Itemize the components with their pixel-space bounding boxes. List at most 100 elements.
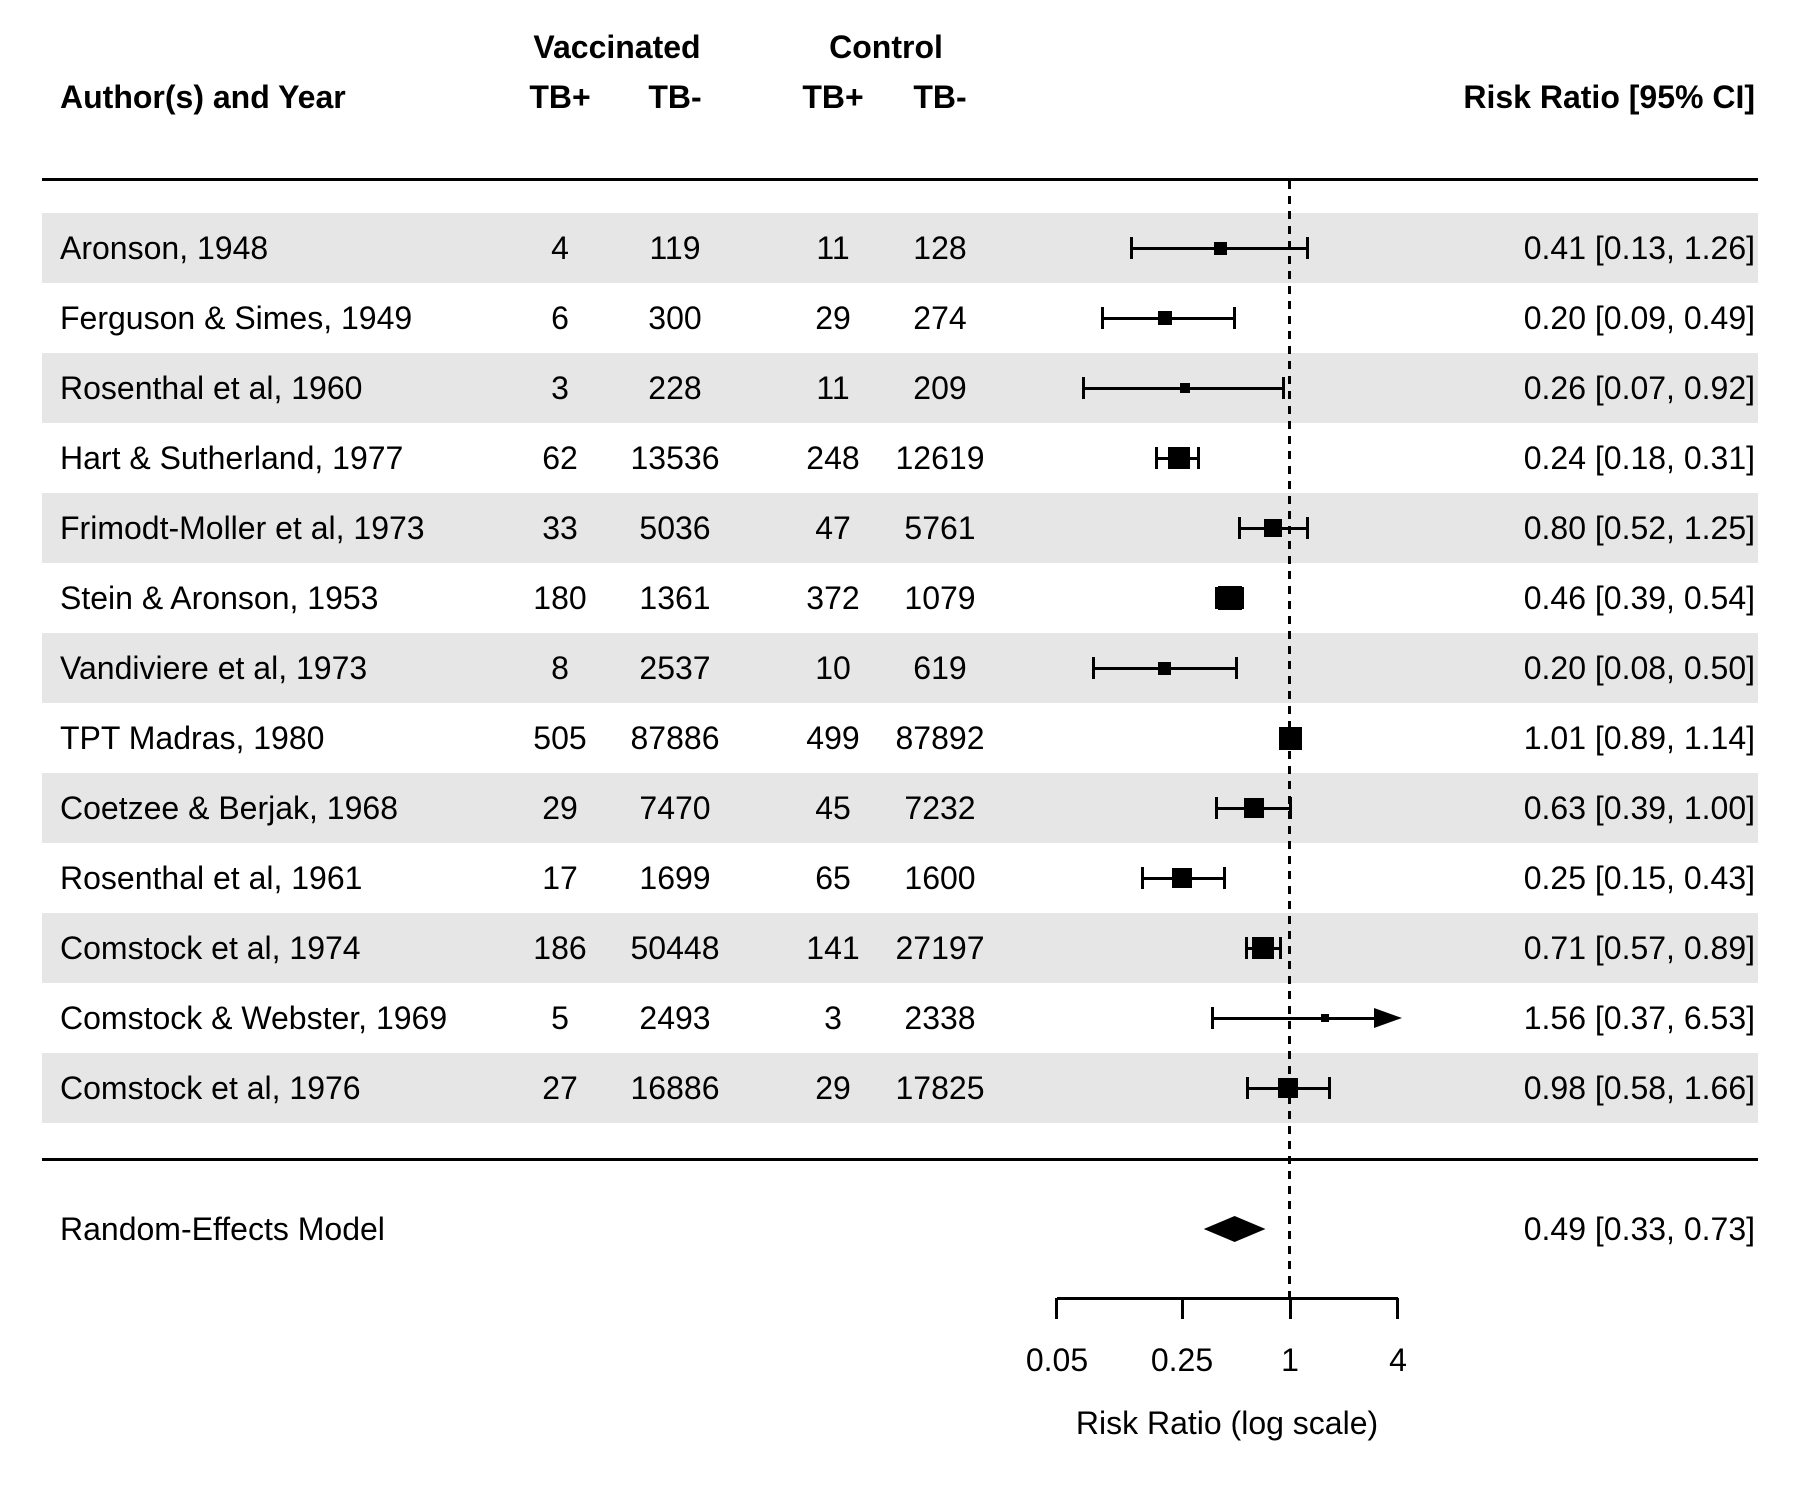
ci-cap-right <box>1288 797 1292 819</box>
vaccinated-tb-neg-count: 1699 <box>639 860 711 896</box>
point-estimate-square <box>1278 1078 1299 1098</box>
ci-cap-right <box>1327 1077 1331 1099</box>
vaccinated-tb-pos-count: 5 <box>551 1000 569 1036</box>
column-header-control-tb-neg: TB- <box>913 79 967 115</box>
risk-ratio-annotation: 0.71 [0.57, 0.89] <box>1523 930 1755 966</box>
ci-cap-left <box>1129 237 1133 259</box>
control-tb-neg-count: 17825 <box>895 1070 985 1106</box>
column-header-author: Author(s) and Year <box>60 79 346 115</box>
control-tb-neg-count: 87892 <box>895 720 985 756</box>
x-axis-title: Risk Ratio (log scale) <box>1075 1405 1379 1441</box>
vaccinated-tb-neg-count: 13536 <box>630 440 720 476</box>
risk-ratio-annotation: 1.01 [0.89, 1.14] <box>1523 720 1755 756</box>
row-shading-band <box>42 633 1758 703</box>
vaccinated-tb-neg-count: 119 <box>649 230 701 266</box>
control-tb-neg-count: 128 <box>913 230 967 266</box>
risk-ratio-annotation: 0.80 [0.52, 1.25] <box>1523 510 1755 546</box>
point-estimate-square <box>1217 586 1242 610</box>
vaccinated-tb-neg-count: 7470 <box>639 790 711 826</box>
x-axis-tick-label: 0.05 <box>1025 1342 1089 1378</box>
control-tb-neg-count: 619 <box>913 650 967 686</box>
top-rule <box>42 178 1758 181</box>
point-estimate-square <box>1244 798 1265 818</box>
point-estimate-square <box>1180 383 1191 393</box>
row-shading-band <box>42 773 1758 843</box>
control-tb-neg-count: 27197 <box>895 930 985 966</box>
ci-cap-left <box>1244 937 1248 959</box>
vaccinated-tb-neg-count: 2493 <box>639 1000 711 1036</box>
column-group-header-vaccinated: Vaccinated <box>533 29 701 65</box>
study-author: Aronson, 1948 <box>60 230 269 266</box>
control-tb-pos-count: 248 <box>806 440 860 476</box>
risk-ratio-annotation: 0.20 [0.09, 0.49] <box>1523 300 1755 336</box>
vaccinated-tb-neg-count: 228 <box>648 370 702 406</box>
x-axis-tick <box>1396 1298 1400 1319</box>
risk-ratio-annotation: 0.20 [0.08, 0.50] <box>1523 650 1755 686</box>
point-estimate-square <box>1214 241 1228 255</box>
vaccinated-tb-pos-count: 505 <box>533 720 587 756</box>
ci-cap-right <box>1240 587 1244 609</box>
risk-ratio-annotation: 0.63 [0.39, 1.00] <box>1523 790 1755 826</box>
point-estimate-square <box>1252 937 1275 959</box>
ci-cap-left <box>1246 1077 1250 1099</box>
vaccinated-tb-pos-count: 27 <box>542 1070 578 1106</box>
ci-arrow-right <box>1373 1008 1402 1028</box>
control-tb-pos-count: 29 <box>815 300 851 336</box>
risk-ratio-annotation: 0.41 [0.13, 1.26] <box>1523 230 1755 266</box>
ci-cap-right <box>1222 867 1226 889</box>
control-tb-pos-count: 65 <box>815 860 851 896</box>
study-author: Coetzee & Berjak, 1968 <box>60 790 398 826</box>
study-author: Vandiviere et al, 1973 <box>60 650 368 686</box>
summary-separator-rule <box>42 1158 1758 1161</box>
row-shading-band <box>42 213 1758 283</box>
point-estimate-square <box>1157 311 1172 325</box>
control-tb-neg-count: 2338 <box>904 1000 976 1036</box>
row-shading-band <box>42 1053 1758 1123</box>
control-tb-neg-count: 5761 <box>904 510 976 546</box>
risk-ratio-annotation: 0.46 [0.39, 0.54] <box>1523 580 1755 616</box>
vaccinated-tb-neg-count: 87886 <box>630 720 720 756</box>
vaccinated-tb-pos-count: 3 <box>551 370 569 406</box>
control-tb-pos-count: 29 <box>815 1070 851 1106</box>
study-author: TPT Madras, 1980 <box>60 720 325 756</box>
point-estimate-square <box>1158 661 1172 675</box>
study-author: Ferguson & Simes, 1949 <box>60 300 413 336</box>
ci-cap-right <box>1305 517 1309 539</box>
study-author: Rosenthal et al, 1961 <box>60 860 363 896</box>
vaccinated-tb-pos-count: 29 <box>542 790 578 826</box>
vaccinated-tb-pos-count: 180 <box>533 580 587 616</box>
ci-cap-right <box>1306 237 1310 259</box>
summary-annotation: 0.49 [0.33, 0.73] <box>1523 1211 1755 1247</box>
control-tb-pos-count: 11 <box>816 230 850 266</box>
risk-ratio-annotation: 1.56 [0.37, 6.53] <box>1523 1000 1755 1036</box>
ci-cap-right <box>1234 657 1238 679</box>
study-author: Hart & Sutherland, 1977 <box>60 440 404 476</box>
point-estimate-square <box>1167 447 1190 469</box>
risk-ratio-annotation: 0.24 [0.18, 0.31] <box>1523 440 1755 476</box>
control-tb-neg-count: 7232 <box>904 790 976 826</box>
column-header-control-tb-pos: TB+ <box>802 79 864 115</box>
study-author: Comstock et al, 1976 <box>60 1070 361 1106</box>
risk-ratio-annotation: 0.26 [0.07, 0.92] <box>1523 370 1755 406</box>
vaccinated-tb-neg-count: 2537 <box>639 650 711 686</box>
ci-cap-left <box>1237 517 1241 539</box>
ci-cap-left <box>1081 377 1085 399</box>
ci-cap-left <box>1091 657 1095 679</box>
row-shading-band <box>42 913 1758 983</box>
x-axis-tick-label: 1 <box>1281 1342 1299 1378</box>
ci-cap-left <box>1140 867 1144 889</box>
ci-cap-right <box>1282 377 1285 399</box>
study-author: Rosenthal et al, 1960 <box>60 370 363 406</box>
control-tb-neg-count: 209 <box>913 370 967 406</box>
vaccinated-tb-neg-count: 1361 <box>639 580 711 616</box>
risk-ratio-annotation: 0.98 [0.58, 1.66] <box>1523 1070 1755 1106</box>
control-tb-pos-count: 499 <box>806 720 860 756</box>
control-tb-neg-count: 1600 <box>904 860 976 896</box>
point-estimate-square <box>1279 726 1303 750</box>
x-axis-tick-label: 4 <box>1389 1342 1407 1378</box>
control-tb-pos-count: 45 <box>815 790 851 826</box>
control-tb-pos-count: 372 <box>806 580 860 616</box>
vaccinated-tb-neg-count: 50448 <box>630 930 720 966</box>
control-tb-pos-count: 10 <box>815 650 851 686</box>
